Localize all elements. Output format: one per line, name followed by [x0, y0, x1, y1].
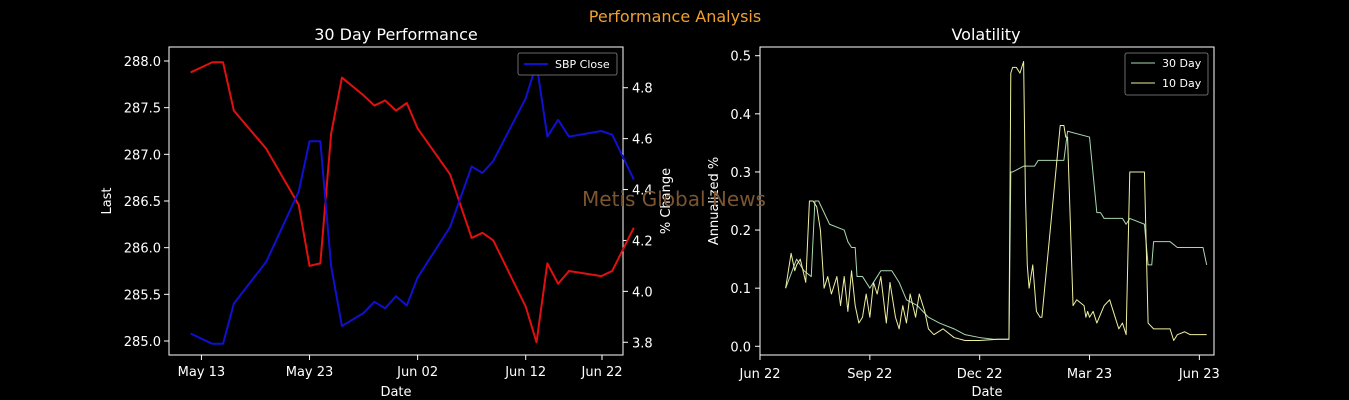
- y2-tick-4-6: 4.6: [632, 133, 653, 148]
- x-tick-jun-23: Jun 23: [1178, 367, 1220, 382]
- performance-plot-area: [168, 46, 624, 356]
- y-tick-0-4: 0.4: [730, 108, 751, 123]
- volatility-chart: Volatility Jun 22 Sep 22 Dec 22 Mar 23 Jun 2…: [707, 25, 1220, 400]
- x-tick-jun-22: Jun 22: [581, 365, 623, 380]
- x-tick-jun-12: Jun 12: [504, 365, 546, 380]
- performance-legend-box: [517, 52, 618, 76]
- performance-y2-label: % Change: [659, 168, 674, 234]
- y2-tick-4-4: 4.4: [632, 184, 653, 199]
- performance-chart-title: 30 Day Performance: [314, 25, 478, 44]
- volatility-plot-area: [759, 46, 1215, 356]
- y-tick-287-5: 287.5: [124, 102, 161, 117]
- performance-x-axis: May 13 May 23 Jun 02 Jun 12 Jun 22: [178, 355, 623, 380]
- y-tick-0-5: 0.5: [730, 50, 751, 65]
- performance-chart: 30 Day Performance May 13 May 23 Jun 02 Jun…: [100, 25, 674, 400]
- y2-tick-3-8: 3.8: [632, 336, 653, 351]
- volatility-series: [785, 61, 1208, 341]
- figure-title: Performance Analysis: [589, 7, 761, 26]
- volatility-legend: 30 Day 10 Day: [1124, 52, 1209, 96]
- x-tick-jun-02: Jun 02: [396, 365, 438, 380]
- legend-label-sbp-close: SBP Close: [555, 58, 610, 71]
- legend-label-10-day: 10 Day: [1162, 77, 1202, 90]
- x-tick-sep-22: Sep 22: [847, 367, 892, 382]
- volatility-x-axis: Jun 22 Sep 22 Dec 22 Mar 23 Jun 23: [739, 355, 1220, 382]
- x-tick-may-13: May 13: [178, 365, 226, 380]
- x-tick-mar-23: Mar 23: [1067, 367, 1112, 382]
- performance-y-label: Last: [100, 187, 115, 214]
- x-tick-may-23: May 23: [286, 365, 334, 380]
- y2-tick-4-8: 4.8: [632, 82, 653, 97]
- series-line-pct-change: [190, 61, 635, 344]
- watermark: Metis Global News: [582, 187, 766, 211]
- y-tick-0-1: 0.1: [730, 282, 751, 297]
- y-tick-0-0: 0.0: [730, 340, 751, 355]
- y-tick-285-5: 285.5: [124, 288, 161, 303]
- volatility-y-label: Annualized %: [707, 157, 722, 245]
- y-tick-0-2: 0.2: [730, 224, 751, 239]
- y-tick-285-0: 285.0: [124, 335, 161, 350]
- y-tick-288-0: 288.0: [124, 55, 161, 70]
- volatility-y-axis: 0.0 0.1 0.2 0.3 0.4 0.5: [730, 50, 760, 355]
- x-tick-dec-22: Dec 22: [957, 367, 1003, 382]
- series-line-sbp-close: [190, 62, 635, 345]
- x-tick-jun-22: Jun 22: [739, 367, 781, 382]
- performance-y-axis-left: 285.0 285.5 286.0 286.5 287.0 287.5 288.0: [124, 55, 169, 350]
- performance-series: [190, 61, 635, 345]
- performance-x-label: Date: [380, 385, 411, 400]
- y2-tick-4-2: 4.2: [632, 234, 653, 249]
- performance-y-axis-right: 3.8 4.0 4.2 4.4 4.6 4.8: [623, 82, 653, 351]
- y-tick-287-0: 287.0: [124, 148, 161, 163]
- performance-legend: SBP Close: [517, 52, 618, 76]
- y-tick-286-5: 286.5: [124, 195, 161, 210]
- series-line-10-day: [785, 61, 1207, 341]
- volatility-chart-title: Volatility: [951, 25, 1020, 44]
- volatility-x-label: Date: [971, 385, 1002, 400]
- y-tick-0-3: 0.3: [730, 166, 751, 181]
- y-tick-286-0: 286.0: [124, 242, 161, 257]
- legend-label-30-day: 30 Day: [1162, 57, 1202, 70]
- y2-tick-4-0: 4.0: [632, 285, 653, 300]
